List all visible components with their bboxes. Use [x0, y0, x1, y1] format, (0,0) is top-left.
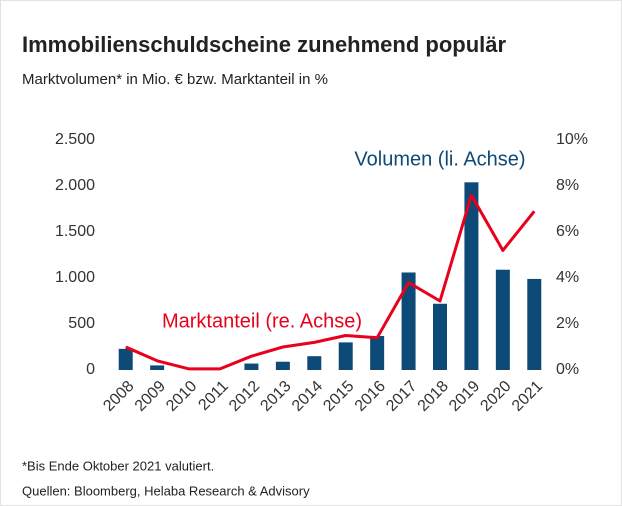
bar — [495, 269, 510, 370]
line — [125, 193, 536, 371]
y-tick-label: 2.000 — [55, 177, 95, 194]
bar — [370, 335, 385, 370]
source: Quellen: Bloomberg, Helaba Research & Ad… — [22, 483, 310, 498]
bar — [275, 361, 290, 370]
footnote: *Bis Ende Oktober 2021 valutiert. — [22, 458, 214, 473]
y2-tick-label: 8% — [556, 177, 579, 194]
y2-tick-label: 4% — [556, 269, 579, 286]
bar — [401, 272, 416, 370]
y2-tick-label: 2% — [556, 315, 579, 332]
bar — [244, 363, 259, 370]
bar — [464, 182, 479, 370]
y-tick-label: 1.500 — [55, 223, 95, 240]
y2-tick-label: 0% — [556, 361, 579, 378]
bar — [150, 365, 165, 370]
bar — [433, 303, 447, 370]
chart-title: Immobilienschuldscheine zunehmend populä… — [22, 32, 507, 57]
bar — [527, 278, 542, 370]
y-tick-label: 0 — [86, 361, 95, 378]
y-tick-label: 1.000 — [55, 269, 95, 286]
bar — [307, 356, 322, 370]
series-label: Volumen (li. Achse) — [354, 148, 525, 170]
bar — [118, 348, 133, 370]
bar — [338, 342, 353, 370]
chart-subtitle: Marktvolumen* in Mio. € bzw. Marktanteil… — [22, 71, 328, 88]
y-tick-label: 2.500 — [55, 131, 95, 148]
series-label: Marktanteil (re. Achse) — [162, 310, 362, 332]
y2-tick-label: 10% — [556, 131, 588, 148]
y-tick-label: 500 — [68, 315, 95, 332]
y2-tick-label: 6% — [556, 223, 579, 240]
